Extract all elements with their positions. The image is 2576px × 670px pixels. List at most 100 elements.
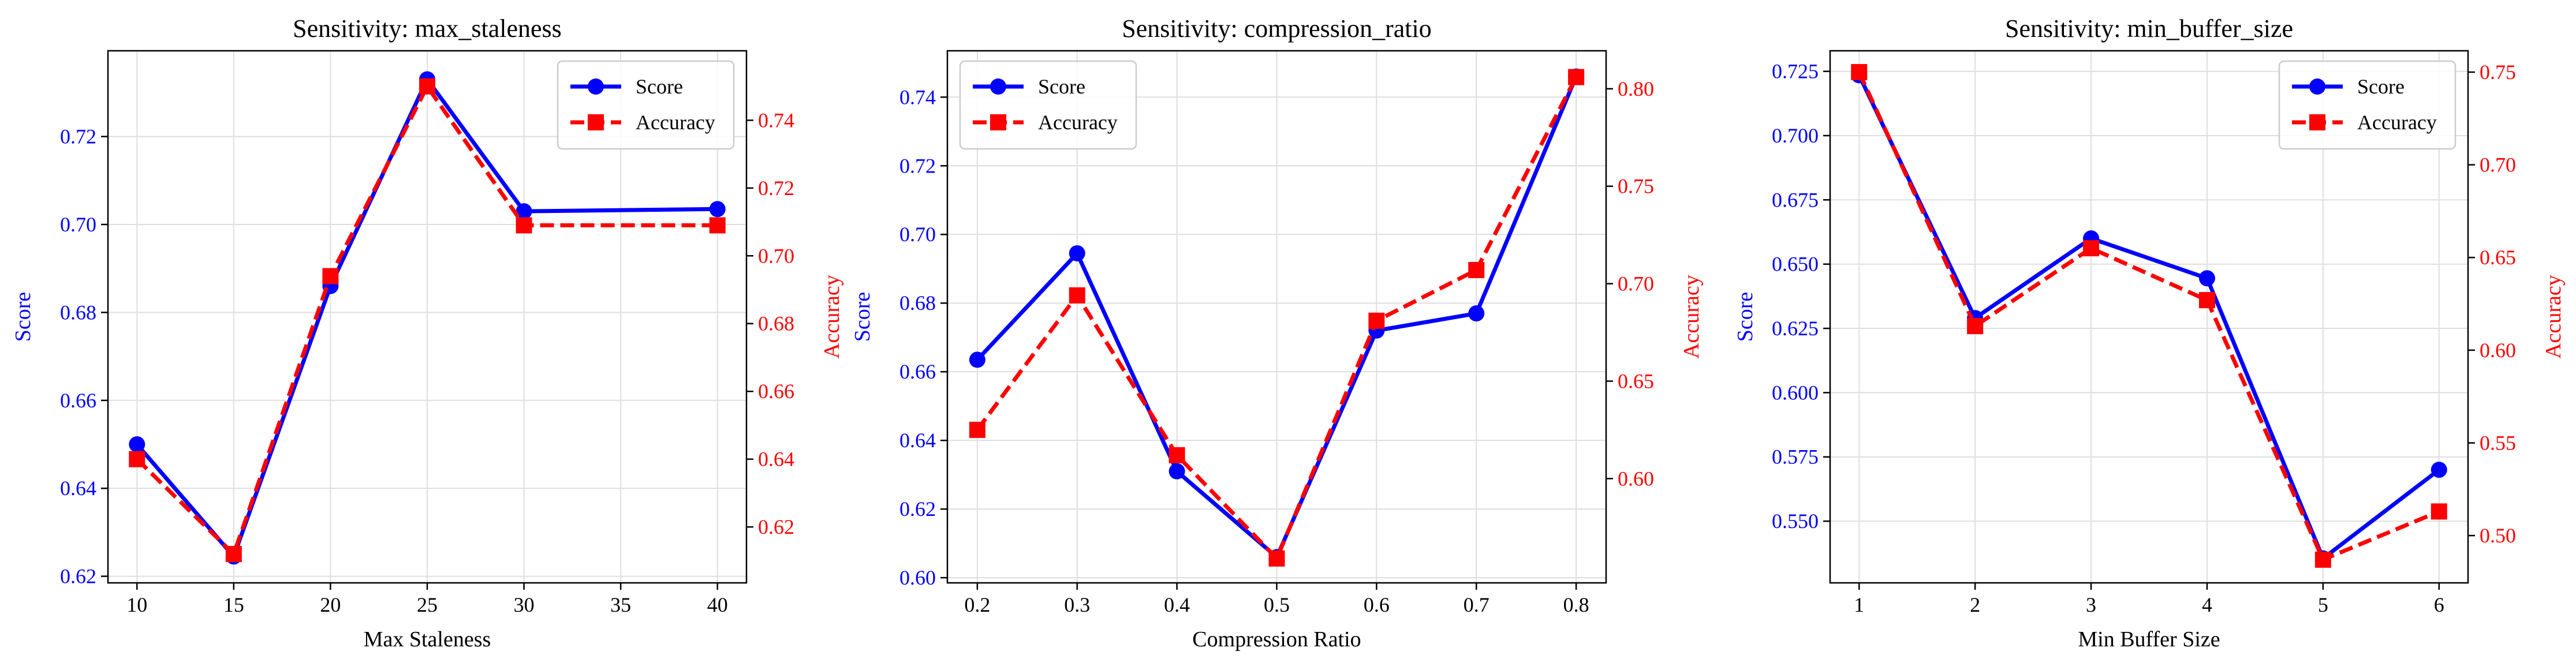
chart-panel-2: 0.2 0.3 0.4 0.5 0.6 0.7 0.8 0.60 0.62 0.64 0.66 0.6… <box>850 14 1704 652</box>
legend-label-accuracy: Accuracy <box>2357 111 2437 134</box>
x-tick-label: 0.2 <box>964 593 990 616</box>
y-left-tick-label: 0.70 <box>60 213 96 236</box>
legend: Score Accuracy <box>959 60 1137 150</box>
data-point-accuracy <box>2431 503 2447 520</box>
legend-marker-accuracy <box>990 114 1006 130</box>
legend-label-accuracy: Accuracy <box>1038 111 1118 134</box>
legend-label-score: Score <box>1038 75 1085 98</box>
data-point-accuracy <box>1368 312 1385 329</box>
data-point-score <box>1069 245 1085 261</box>
series-line-accuracy <box>135 84 718 556</box>
y-left-tick-label: 0.64 <box>60 477 96 500</box>
data-point-accuracy <box>1967 318 1984 335</box>
y-right-axis-label: Accuracy <box>2541 275 2566 359</box>
y-right-tick-label: 0.50 <box>2480 524 2516 547</box>
x-tick-label: 0.3 <box>1064 593 1090 616</box>
chart-title: Sensitivity: compression_ratio <box>1122 14 1432 43</box>
y-left-tick-label: 0.625 <box>1772 317 1819 340</box>
data-point-score <box>1468 305 1485 322</box>
data-point-score <box>516 203 532 220</box>
y-right-tick-label: 0.75 <box>1618 175 1654 198</box>
chart-title: Sensitivity: min_buffer_size <box>2005 14 2293 43</box>
legend-box <box>557 60 735 150</box>
y-right-tick-label: 0.72 <box>758 177 794 200</box>
y-right-tick-label: 0.62 <box>758 515 794 538</box>
legend-label-score: Score <box>636 75 683 98</box>
y-left-tick-label: 0.62 <box>899 497 936 521</box>
legend-box <box>2278 60 2456 150</box>
y-left-tick-label: 0.60 <box>899 566 936 589</box>
series-line-accuracy <box>1857 71 2440 562</box>
y-left-tick-label: 0.550 <box>1772 510 1819 533</box>
x-tick-label: 5 <box>2318 593 2328 616</box>
data-point-accuracy <box>1851 63 1868 80</box>
y-left-tick-label: 0.700 <box>1772 124 1819 147</box>
y-right-tick-label: 0.55 <box>2480 431 2516 454</box>
y-right-tick-label: 0.66 <box>758 380 794 403</box>
x-tick-label: 35 <box>610 593 631 616</box>
x-tick-label: 30 <box>514 593 535 616</box>
y-right-tick-label: 0.60 <box>2480 339 2516 362</box>
y-right-tick-label: 0.70 <box>758 244 794 267</box>
x-tick-label: 0.7 <box>1464 593 1489 616</box>
data-point-accuracy <box>2198 292 2215 309</box>
plot-frame <box>1829 50 2469 584</box>
legend-box <box>959 60 1137 150</box>
y-left-tick-label: 0.66 <box>899 360 936 383</box>
data-point-accuracy <box>1268 550 1285 567</box>
data-point-accuracy <box>129 451 145 467</box>
data-point-score <box>129 436 145 452</box>
x-tick-label: 0.4 <box>1164 593 1190 616</box>
data-point-score <box>2198 270 2215 287</box>
y-right-tick-label: 0.70 <box>2480 154 2516 177</box>
y-left-tick-label: 0.70 <box>899 223 936 246</box>
series-line-score <box>1857 74 2440 561</box>
y-left-tick-label: 0.675 <box>1772 188 1819 211</box>
legend: Score Accuracy <box>2278 60 2456 150</box>
y-left-tick-label: 0.74 <box>899 85 936 108</box>
x-tick-label: 10 <box>126 593 147 616</box>
y-right-tick-label: 0.65 <box>1618 369 1654 392</box>
x-tick-label: 40 <box>707 593 728 616</box>
legend-marker-score <box>2309 78 2325 95</box>
x-tick-label: 15 <box>223 593 244 616</box>
y-left-tick-label: 0.725 <box>1772 60 1819 83</box>
y-right-tick-label: 0.80 <box>1618 77 1654 100</box>
data-point-accuracy <box>1468 261 1485 278</box>
y-right-axis-label: Accuracy <box>1679 275 1704 359</box>
data-point-score <box>1168 463 1185 480</box>
y-left-tick-label: 0.72 <box>60 125 96 148</box>
legend-marker-accuracy <box>2309 114 2325 130</box>
data-point-accuracy <box>1568 69 1585 85</box>
y-left-tick-label: 0.72 <box>899 154 936 177</box>
y-left-tick-label: 0.64 <box>899 429 936 452</box>
x-tick-label: 2 <box>1970 593 1980 616</box>
y-left-tick-label: 0.62 <box>60 565 96 588</box>
y-right-tick-label: 0.65 <box>2480 246 2516 269</box>
data-point-accuracy <box>419 78 435 95</box>
x-tick-label: 0.5 <box>1264 593 1290 616</box>
x-tick-label: 0.6 <box>1364 593 1390 616</box>
y-left-axis-label: Score <box>11 292 35 342</box>
y-right-tick-label: 0.74 <box>758 108 794 132</box>
y-right-tick-label: 0.64 <box>758 448 794 471</box>
x-tick-label: 1 <box>1854 593 1864 616</box>
data-point-accuracy <box>2083 240 2100 257</box>
y-left-tick-label: 0.68 <box>899 291 936 315</box>
x-axis-label: Compression Ratio <box>1192 627 1361 652</box>
x-axis-label: Max Staleness <box>364 627 491 652</box>
x-tick-label: 4 <box>2202 593 2212 616</box>
data-point-accuracy <box>322 268 339 285</box>
y-right-tick-label: 0.70 <box>1618 272 1654 295</box>
legend-marker-score <box>588 78 604 95</box>
y-left-tick-label: 0.650 <box>1772 253 1819 276</box>
y-right-tick-label: 0.75 <box>2480 61 2516 84</box>
data-point-score <box>709 201 726 218</box>
x-tick-label: 0.8 <box>1563 593 1589 616</box>
y-right-tick-label: 0.68 <box>758 312 794 335</box>
y-right-axis-label: Accuracy <box>820 275 844 359</box>
legend-marker-accuracy <box>588 114 604 130</box>
x-tick-label: 20 <box>320 593 341 616</box>
data-point-accuracy <box>1168 447 1185 463</box>
